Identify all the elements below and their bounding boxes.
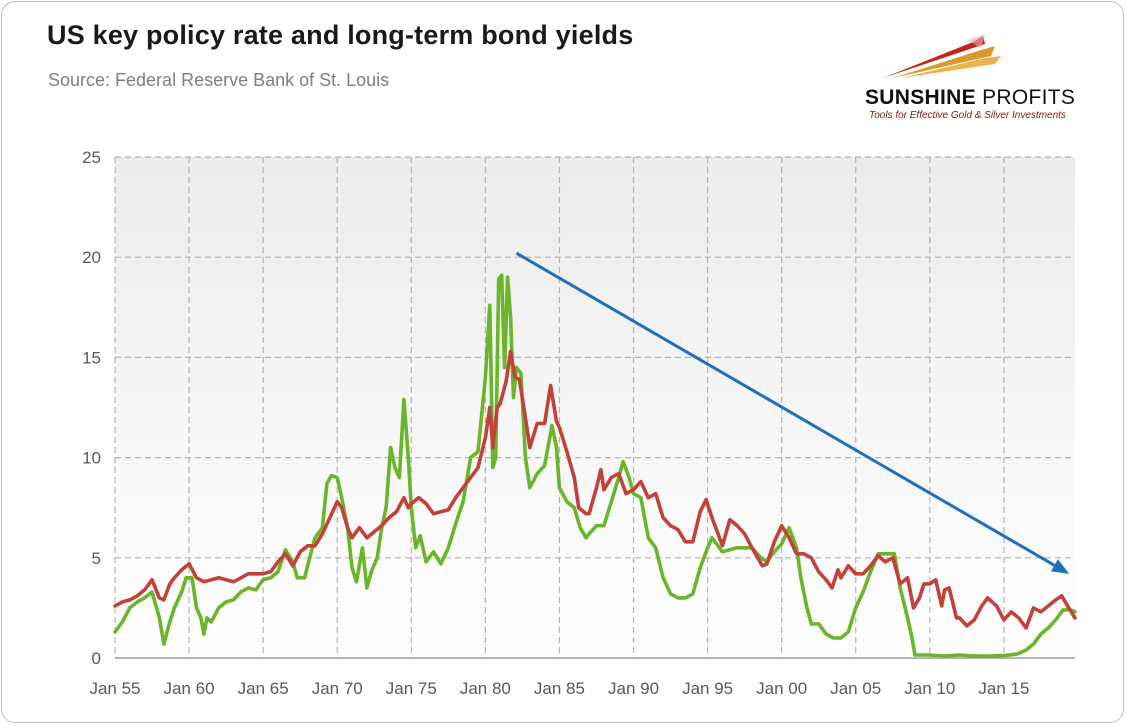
x-tick-label: Jan 90 (608, 679, 659, 698)
x-tick-label: Jan 60 (164, 679, 215, 698)
policy-rate-line (113, 273, 1077, 658)
bond-yield-line (113, 349, 1077, 630)
x-tick-label: Jan 10 (904, 679, 955, 698)
y-tick-label: 15 (82, 348, 101, 367)
x-tick-label: Jan 65 (238, 679, 289, 698)
axis-ticks: 0 5 10 15 20 25 Jan 55 Jan 60 Jan 65 Jan 70 Jan 75… (82, 148, 1029, 698)
y-tick-label: 10 (82, 449, 101, 468)
logo-name-bold: SUNSHINE (865, 86, 976, 109)
x-tick-label: Jan 70 (312, 679, 363, 698)
trend-arrow-head (1050, 559, 1070, 574)
y-tick-label: 5 (92, 549, 101, 568)
chart-title: US key policy rate and long-term bond yi… (47, 20, 634, 50)
y-tick-label: 25 (82, 148, 101, 167)
logo-name-light: PROFITS (982, 86, 1076, 109)
series-lines (113, 273, 1077, 658)
logo-swoosh-icon (883, 34, 1001, 78)
x-tick-label: Jan 15 (978, 679, 1029, 698)
x-tick-label: Jan 00 (756, 679, 807, 698)
x-tick-label: Jan 85 (534, 679, 585, 698)
x-tick-label: Jan 75 (386, 679, 437, 698)
x-tick-label: Jan 05 (830, 679, 881, 698)
sunshine-profits-logo: SUNSHINE PROFITS Tools for Effective Gol… (855, 28, 1085, 128)
y-tick-label: 20 (82, 248, 101, 267)
logo-tagline: Tools for Effective Gold & Silver Invest… (869, 110, 1066, 121)
x-tick-label: Jan 80 (460, 679, 511, 698)
x-tick-label: Jan 95 (682, 679, 733, 698)
logo-name: SUNSHINE PROFITS (865, 86, 1075, 110)
chart-source: Source: Federal Reserve Bank of St. Loui… (48, 70, 390, 90)
y-tick-label: 0 (92, 649, 101, 668)
trend-arrow (515, 251, 1070, 574)
trend-arrow-shaft (515, 251, 1056, 567)
x-tick-label: Jan 55 (89, 679, 140, 698)
